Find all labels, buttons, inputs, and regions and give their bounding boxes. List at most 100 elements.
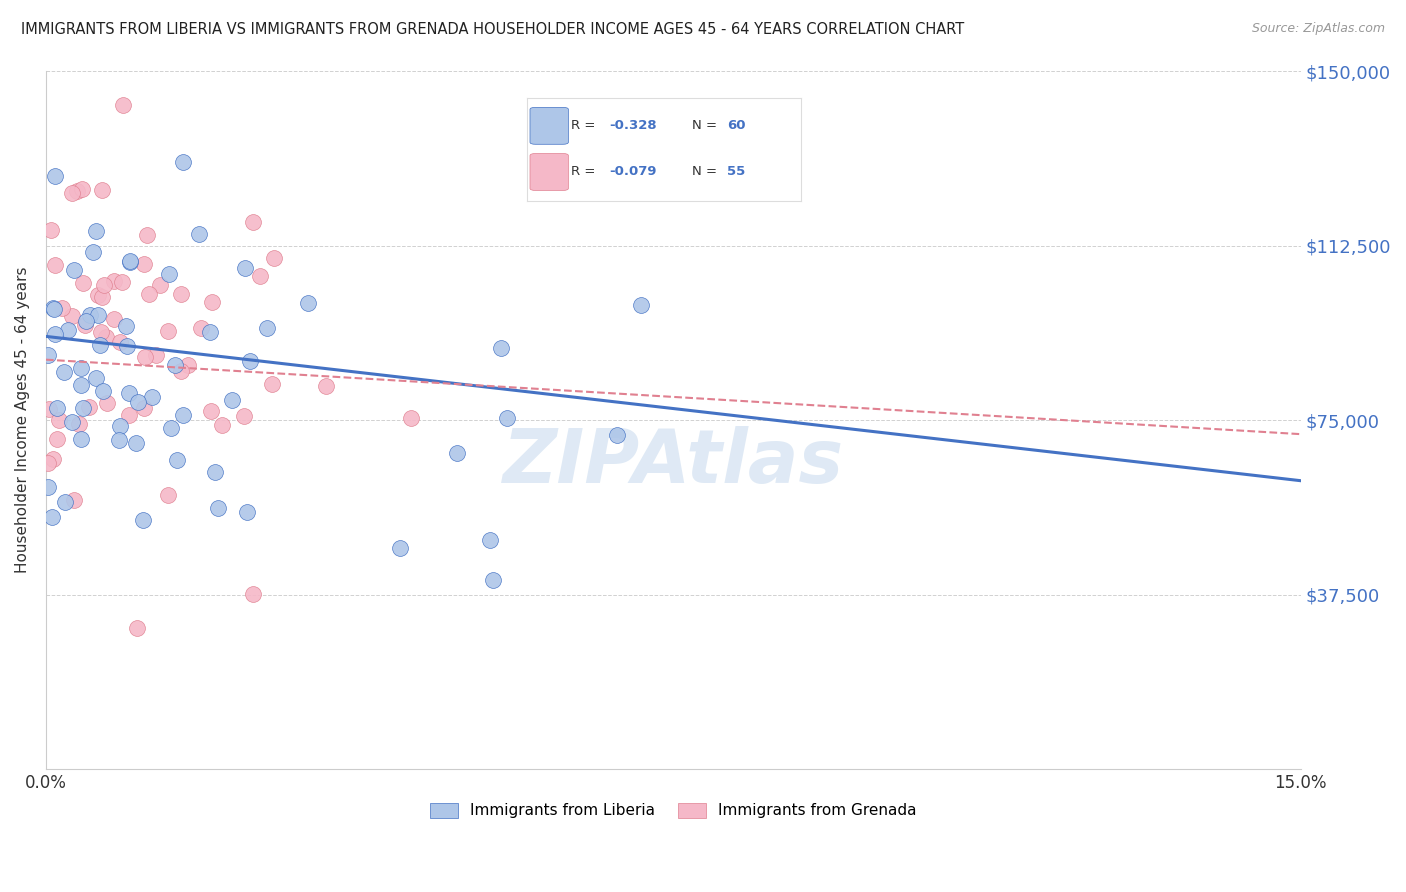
- Point: [132, 513, 155, 527]
- Point: [239, 354, 262, 368]
- Point: [69, 361, 91, 376]
- Point: [103, 312, 125, 326]
- FancyBboxPatch shape: [530, 153, 568, 190]
- Point: [315, 379, 337, 393]
- Point: [55, 495, 77, 509]
- Text: ZIPAtlas: ZIPAtlas: [503, 425, 844, 499]
- Point: [103, 274, 125, 288]
- Text: R =: R =: [571, 120, 600, 132]
- Point: [118, 386, 141, 401]
- Text: -0.328: -0.328: [610, 120, 657, 132]
- Point: [84, 224, 107, 238]
- Point: [60, 186, 83, 200]
- Point: [42, 451, 65, 466]
- Point: [70, 432, 93, 446]
- Point: [63, 263, 86, 277]
- Point: [96, 396, 118, 410]
- Point: [172, 408, 194, 422]
- Point: [446, 446, 468, 460]
- Point: [207, 501, 229, 516]
- Text: -0.079: -0.079: [610, 166, 657, 178]
- Text: Source: ZipAtlas.com: Source: ZipAtlas.com: [1251, 22, 1385, 36]
- Point: [38, 402, 60, 417]
- Point: [478, 533, 501, 548]
- Point: [62, 309, 84, 323]
- Point: [156, 325, 179, 339]
- Point: [91, 384, 114, 398]
- Point: [496, 411, 519, 425]
- Point: [90, 183, 112, 197]
- Point: [75, 314, 97, 328]
- Point: [165, 358, 187, 372]
- Point: [72, 401, 94, 415]
- Point: [145, 348, 167, 362]
- Point: [110, 275, 132, 289]
- Point: [37, 480, 59, 494]
- Point: [188, 227, 211, 241]
- Text: N =: N =: [692, 166, 721, 178]
- Point: [204, 465, 226, 479]
- Point: [177, 358, 200, 372]
- Point: [46, 432, 69, 446]
- Point: [110, 418, 132, 433]
- Y-axis label: Householder Income Ages 45 - 64 years: Householder Income Ages 45 - 64 years: [15, 267, 30, 574]
- Point: [51, 301, 73, 316]
- Point: [138, 287, 160, 301]
- Point: [388, 541, 411, 556]
- Point: [211, 418, 233, 433]
- Text: 55: 55: [727, 166, 745, 178]
- Point: [58, 323, 80, 337]
- Text: N =: N =: [692, 120, 721, 132]
- Point: [190, 320, 212, 334]
- Point: [86, 371, 108, 385]
- Point: [198, 325, 221, 339]
- Point: [118, 408, 141, 422]
- Point: [630, 298, 652, 312]
- Point: [67, 417, 90, 432]
- Point: [89, 337, 111, 351]
- Point: [37, 347, 59, 361]
- Point: [136, 227, 159, 242]
- Point: [399, 411, 422, 425]
- Point: [79, 309, 101, 323]
- Point: [39, 223, 62, 237]
- Point: [79, 400, 101, 414]
- Point: [125, 621, 148, 635]
- Point: [132, 257, 155, 271]
- Point: [149, 278, 172, 293]
- Point: [169, 364, 191, 378]
- Point: [115, 339, 138, 353]
- Point: [166, 452, 188, 467]
- Text: IMMIGRANTS FROM LIBERIA VS IMMIGRANTS FROM GRENADA HOUSEHOLDER INCOME AGES 45 - : IMMIGRANTS FROM LIBERIA VS IMMIGRANTS FR…: [21, 22, 965, 37]
- Point: [141, 390, 163, 404]
- Point: [127, 395, 149, 409]
- Point: [172, 155, 194, 169]
- Point: [66, 184, 89, 198]
- Point: [156, 488, 179, 502]
- Text: 60: 60: [727, 120, 747, 132]
- Point: [125, 436, 148, 450]
- Point: [236, 505, 259, 519]
- Point: [232, 409, 254, 423]
- Point: [44, 169, 66, 183]
- Point: [108, 434, 131, 448]
- Point: [45, 401, 67, 415]
- Point: [37, 457, 59, 471]
- Point: [63, 492, 86, 507]
- Point: [52, 365, 75, 379]
- Point: [242, 587, 264, 601]
- Legend: Immigrants from Liberia, Immigrants from Grenada: Immigrants from Liberia, Immigrants from…: [425, 797, 922, 824]
- Point: [44, 301, 66, 316]
- Point: [48, 413, 70, 427]
- Point: [221, 392, 243, 407]
- Point: [200, 403, 222, 417]
- Point: [233, 260, 256, 275]
- Text: R =: R =: [571, 166, 600, 178]
- Point: [114, 319, 136, 334]
- Point: [93, 278, 115, 293]
- Point: [242, 214, 264, 228]
- Point: [120, 253, 142, 268]
- Point: [160, 421, 183, 435]
- Point: [482, 573, 505, 587]
- Point: [249, 268, 271, 283]
